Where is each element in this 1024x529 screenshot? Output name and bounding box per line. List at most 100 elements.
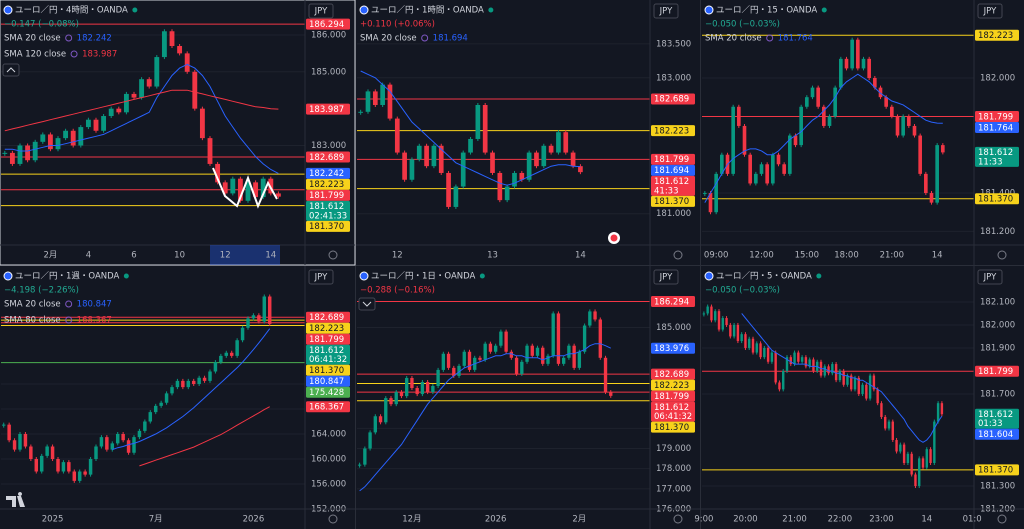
countdown-label: 02:41:33	[309, 211, 347, 221]
candle	[525, 345, 529, 362]
settings-icon[interactable]	[997, 250, 1007, 260]
price-label: 182.223	[309, 180, 344, 190]
settings-icon[interactable]	[997, 514, 1007, 524]
indicator-name: SMA 20 close	[705, 34, 762, 44]
currency-label[interactable]: JPY	[314, 273, 328, 283]
x-tick-label: 2026	[485, 515, 507, 525]
price-label: 181.694	[654, 166, 689, 176]
candle	[940, 403, 944, 415]
price-label: 180.847	[309, 377, 344, 387]
symbol-icon	[3, 271, 13, 281]
settings-icon[interactable]	[673, 514, 683, 524]
candle	[40, 134, 46, 142]
candle	[378, 416, 383, 423]
currency-box[interactable]	[653, 269, 679, 285]
currency-label[interactable]: JPY	[659, 7, 673, 17]
currency-box[interactable]	[308, 3, 334, 19]
currency-box[interactable]	[308, 269, 334, 285]
indicator-name: SMA 80 close	[4, 316, 61, 326]
currency-label[interactable]: JPY	[659, 273, 673, 283]
candle	[857, 377, 860, 394]
candle	[850, 39, 854, 69]
x-tick-label: 2月	[572, 515, 586, 525]
candle	[910, 453, 913, 475]
candle	[884, 97, 888, 107]
candle	[123, 93, 129, 113]
candle	[126, 440, 131, 453]
legend-toggle[interactable]	[2, 63, 20, 77]
chevron[interactable]	[362, 301, 372, 307]
currency-label[interactable]: JPY	[983, 7, 997, 17]
candle	[721, 318, 724, 330]
candle	[519, 172, 525, 180]
currency-box[interactable]	[653, 3, 679, 19]
candle	[389, 398, 393, 405]
candle	[116, 108, 122, 113]
price-label: 182.223	[654, 381, 689, 391]
candle	[748, 338, 751, 348]
price-label: 181.604	[978, 430, 1013, 440]
candle	[736, 324, 740, 342]
candle	[202, 377, 207, 381]
y-tick-label: 182.000	[980, 74, 1015, 84]
currency-box[interactable]	[977, 3, 1003, 19]
settings-icon[interactable]	[328, 250, 338, 260]
legend-toggle[interactable]	[358, 297, 376, 311]
record-icon-inner[interactable]	[610, 234, 618, 242]
indicator-settings[interactable]	[65, 300, 73, 308]
x-tick-label: 14	[932, 251, 943, 261]
candle	[548, 145, 554, 153]
candle	[504, 331, 508, 352]
candle	[853, 377, 857, 390]
price-label-box	[651, 175, 695, 196]
price-label-box	[306, 151, 350, 163]
candle	[115, 434, 120, 444]
candle	[844, 58, 849, 69]
symbol-icon	[704, 271, 714, 281]
price-label-box	[306, 311, 350, 323]
candle	[380, 84, 385, 105]
price-label-box	[975, 408, 1019, 429]
candle	[744, 334, 747, 348]
currency-label[interactable]: JPY	[314, 7, 328, 17]
candle	[546, 355, 550, 364]
indicator-settings[interactable]	[421, 34, 429, 42]
candle	[827, 116, 832, 126]
chart-title: ユーロ／円・15・OANDA	[716, 6, 817, 16]
price-label-box	[306, 178, 350, 190]
candle	[771, 154, 775, 184]
y-tick-label: 183.500	[656, 39, 691, 49]
currency-box[interactable]	[977, 269, 1003, 285]
candle	[139, 79, 145, 98]
settings-icon[interactable]	[673, 250, 683, 260]
candle	[868, 375, 872, 399]
chart-title: ユーロ／円・1時間・OANDA	[371, 6, 484, 16]
indicator-settings[interactable]	[70, 50, 78, 58]
candle	[603, 357, 608, 393]
candle	[834, 364, 838, 381]
chevron[interactable]	[6, 67, 16, 73]
candle	[703, 193, 707, 195]
sma-line	[704, 73, 943, 203]
candle	[838, 370, 842, 381]
currency-label[interactable]: JPY	[983, 273, 997, 283]
price-label-box	[975, 111, 1019, 123]
y-tick-label: 185.000	[311, 67, 346, 77]
candle	[199, 108, 205, 139]
x-tick-label: 7月	[149, 515, 163, 525]
candle	[541, 145, 547, 167]
candle	[561, 357, 566, 364]
indicator-settings[interactable]	[766, 34, 774, 42]
plot-area	[1, 294, 305, 509]
indicator-settings[interactable]	[65, 34, 73, 42]
candle	[191, 380, 196, 384]
indicator-settings[interactable]	[65, 316, 73, 324]
x-tick-label: 9:00	[694, 515, 713, 525]
y-tick-label: 181.000	[656, 209, 691, 219]
price-label-box	[306, 18, 350, 30]
candle	[153, 405, 158, 413]
candle	[237, 178, 243, 201]
candle	[914, 474, 917, 486]
settings-icon[interactable]	[328, 514, 338, 524]
candle	[725, 318, 728, 325]
